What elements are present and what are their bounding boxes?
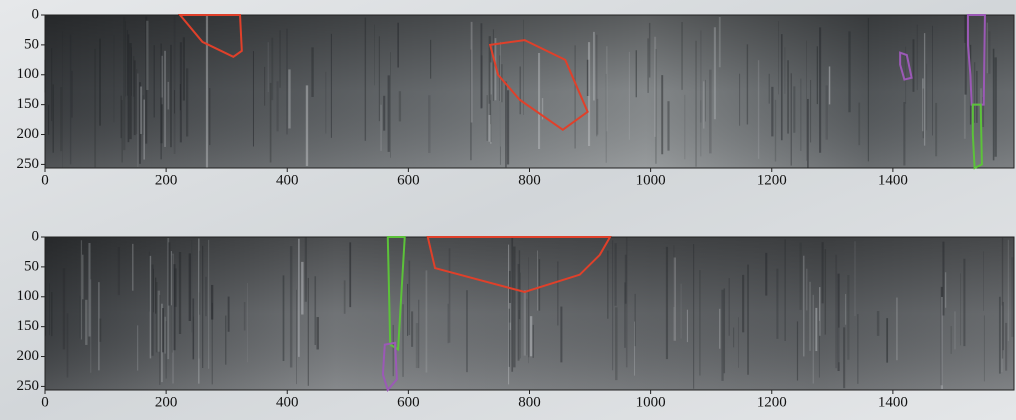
x-tick-label: 1200 [757, 394, 787, 410]
defect-region [899, 51, 913, 81]
defect-region [381, 341, 398, 393]
x-tick-label: 200 [155, 172, 178, 188]
surface-shading [45, 237, 1014, 390]
defect-region [386, 236, 406, 352]
x-tick-label: 800 [518, 394, 541, 410]
x-tick-label: 1200 [757, 172, 787, 188]
y-tick-label: 200 [17, 126, 40, 142]
defect-region [966, 14, 986, 106]
y-tick-label: 100 [17, 66, 40, 82]
x-tick-label: 0 [41, 172, 49, 188]
y-tick-label: 200 [17, 348, 40, 364]
y-tick-label: 250 [17, 378, 40, 394]
y-tick-label: 150 [17, 96, 40, 112]
x-tick-label: 1400 [878, 172, 908, 188]
x-tick-label: 600 [397, 394, 420, 410]
defect-region [426, 236, 612, 294]
y-tick-label: 150 [17, 318, 40, 334]
x-tick-label: 200 [155, 394, 178, 410]
defect-region [177, 14, 243, 58]
y-tick-label: 0 [32, 228, 40, 244]
x-tick-label: 600 [397, 172, 420, 188]
x-tick-label: 1000 [636, 172, 666, 188]
x-tick-label: 400 [276, 172, 299, 188]
x-tick-label: 400 [276, 394, 299, 410]
x-tick-label: 1400 [878, 394, 908, 410]
defect-region [971, 103, 983, 170]
surface-shading [45, 15, 1014, 168]
y-tick-label: 250 [17, 156, 40, 172]
x-tick-label: 0 [41, 394, 49, 410]
y-tick-label: 100 [17, 288, 40, 304]
y-tick-label: 50 [24, 258, 39, 274]
y-tick-label: 50 [24, 36, 39, 52]
x-tick-label: 1000 [636, 394, 666, 410]
x-tick-label: 800 [518, 172, 541, 188]
defect-region [488, 39, 589, 131]
y-tick-label: 0 [32, 6, 40, 22]
